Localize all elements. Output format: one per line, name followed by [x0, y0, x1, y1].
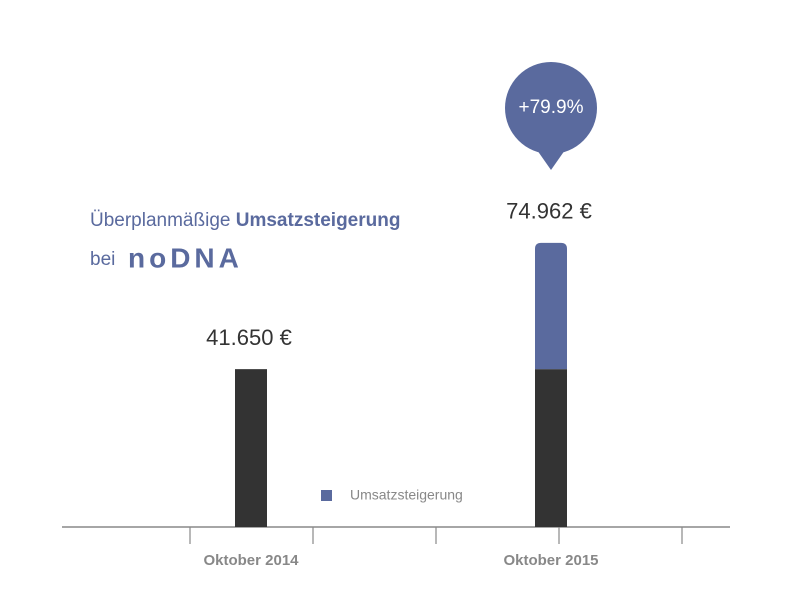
bar-segment [535, 242, 567, 370]
legend-marker [321, 490, 332, 501]
title-bold: Umsatzsteigerung [236, 210, 401, 231]
total-label: 74.962 € [506, 199, 592, 224]
title-text: Überplanmäßige [90, 210, 230, 231]
annotation: +79.9% [519, 97, 584, 118]
logo: noDNA [128, 242, 243, 273]
chart-title: Überplanmäßige Umsatzsteigerung [90, 210, 400, 231]
total-label: 41.650 € [206, 325, 292, 350]
legend-label: Umsatzsteigerung [350, 487, 463, 503]
bar-segment [535, 369, 567, 527]
bar-segment [235, 369, 267, 527]
x-tick-label: Oktober 2015 [503, 552, 598, 569]
x-axis-ticks [189, 527, 683, 544]
x-tick-label: Oktober 2014 [203, 552, 299, 569]
annotation-bubble [505, 62, 597, 154]
annotation-bubble [537, 150, 565, 170]
subtitle: bei [90, 249, 115, 270]
